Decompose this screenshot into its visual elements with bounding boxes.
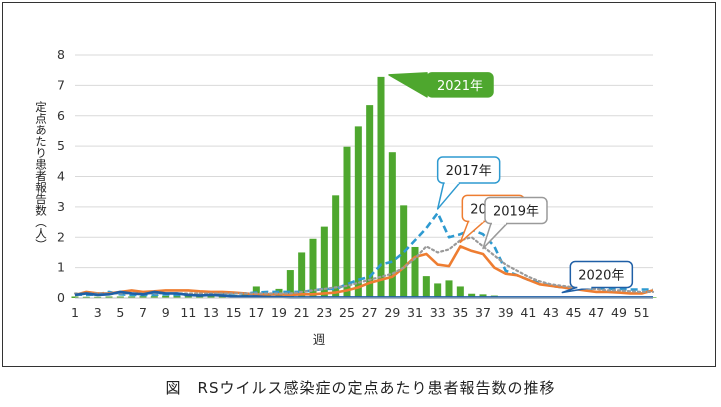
- bar: [468, 293, 476, 298]
- bar: [343, 146, 351, 298]
- bar: [445, 280, 453, 298]
- x-axis-label: 週: [313, 332, 326, 347]
- y-tick-label: 4: [57, 169, 65, 184]
- y-tick-label: 7: [57, 77, 65, 92]
- x-tick-label: 29: [384, 305, 400, 320]
- x-tick-label: 31: [407, 305, 423, 320]
- x-tick-label: 25: [339, 305, 355, 320]
- series-line: [74, 245, 654, 297]
- x-tick-label: 19: [271, 305, 287, 320]
- bar: [139, 296, 147, 298]
- x-tick-label: 35: [452, 305, 468, 320]
- x-tick-label: 45: [566, 305, 582, 320]
- callouts: 2021年2017年2018年2019年2020年: [388, 72, 634, 294]
- figure-caption: 図 RSウイルス感染症の定点あたり患者報告数の推移: [165, 379, 556, 397]
- bar: [264, 293, 272, 298]
- x-tick-label: 1: [71, 305, 79, 320]
- bar: [309, 238, 317, 298]
- x-tick-label: 27: [362, 305, 378, 320]
- bar: [298, 252, 306, 298]
- callout-pointer: [482, 222, 508, 250]
- x-tick-label: 51: [634, 305, 650, 320]
- callout-label: 2017年: [446, 164, 492, 179]
- bar: [320, 226, 328, 298]
- callout-box: [426, 72, 494, 98]
- bar: [207, 295, 215, 298]
- bar: [422, 276, 430, 298]
- x-tick-label: 9: [162, 305, 170, 320]
- bar: [377, 76, 385, 299]
- bar: [332, 195, 340, 298]
- bar: [184, 295, 192, 298]
- bar: [71, 296, 79, 298]
- bar: [456, 286, 464, 298]
- x-tick-label: 23: [316, 305, 332, 320]
- y-tick-label: 8: [57, 47, 65, 62]
- y-tick-label: 6: [57, 108, 65, 123]
- callout-pointer: [436, 182, 461, 210]
- callout-pointer: [388, 72, 428, 98]
- bar: [366, 105, 374, 299]
- bar-series-2021: [71, 76, 657, 299]
- x-tick-label: 37: [475, 305, 491, 320]
- y-tick-label: 3: [57, 199, 65, 214]
- x-tick-label: 41: [520, 305, 536, 320]
- callout-box: [569, 260, 634, 289]
- x-tick-label: 15: [226, 305, 242, 320]
- x-tick-label: 11: [180, 305, 196, 320]
- bar: [105, 296, 113, 298]
- line-series: [73, 211, 655, 299]
- bar: [128, 296, 136, 298]
- x-tick-label: 43: [543, 305, 559, 320]
- bar: [411, 246, 419, 298]
- x-tick-label: 3: [94, 305, 102, 320]
- grid-lines: [75, 54, 653, 269]
- x-tick-label: 47: [588, 305, 604, 320]
- bar: [150, 296, 158, 298]
- bar: [116, 296, 124, 298]
- x-tick-label: 5: [116, 305, 124, 320]
- series-line: [74, 290, 653, 299]
- series-line: [74, 211, 653, 297]
- bar: [82, 296, 90, 298]
- bar: [286, 270, 294, 298]
- x-tick-label: 17: [248, 305, 264, 320]
- bar: [388, 152, 396, 298]
- x-tick-label: 7: [139, 305, 147, 320]
- callout-label: 2021年: [437, 79, 483, 94]
- callout-pointer: [459, 220, 486, 244]
- callout-box: [436, 156, 501, 184]
- chart-frame: 0 1 2 3 4 5 6 7 8 1 3 5 7 9 11 13 15 17 19 21 23 25 27 29 31 33 35…: [2, 2, 716, 367]
- x-tick-label: 21: [294, 305, 310, 320]
- bar: [354, 126, 362, 298]
- x-tick-label: 39: [498, 305, 514, 320]
- x-tick-label: 33: [430, 305, 446, 320]
- y-tick-label: 2: [57, 229, 65, 244]
- bar: [94, 296, 102, 298]
- bar: [434, 283, 442, 298]
- y-axis-label: 定点あたり患者報告数（人）: [34, 101, 48, 251]
- x-tick-label: 49: [611, 305, 627, 320]
- y-tick-label: 1: [57, 260, 65, 275]
- callout-label: 2020年: [578, 268, 624, 283]
- y-tick-label: 0: [57, 290, 65, 305]
- x-tick-label: 13: [203, 305, 219, 320]
- y-tick-label: 5: [57, 138, 65, 153]
- callout-box: [484, 196, 548, 225]
- bar: [173, 295, 181, 298]
- bar: [162, 295, 170, 298]
- callout-label: 2019年: [493, 204, 539, 219]
